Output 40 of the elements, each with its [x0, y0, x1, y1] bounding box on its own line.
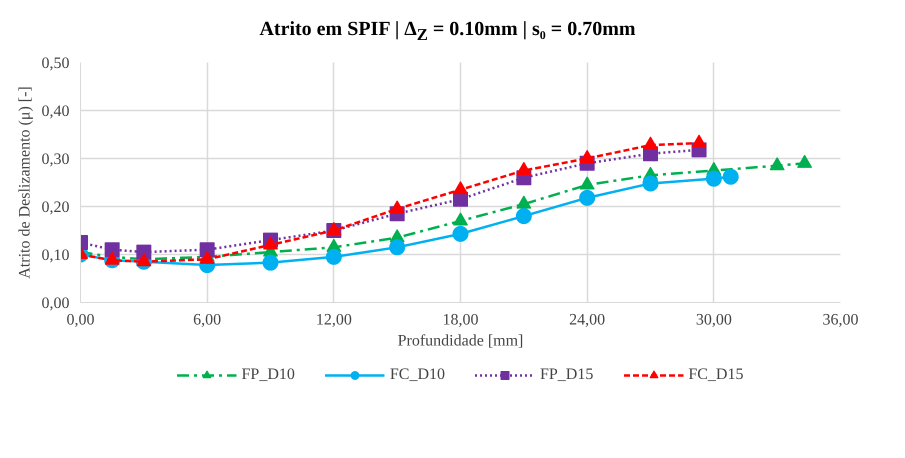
point [643, 136, 658, 150]
legend-label: FP_D10 [242, 366, 295, 384]
point [104, 242, 120, 258]
x-tick-label: 24,00 [569, 312, 606, 328]
y-tick-label: 0,00 [42, 295, 70, 312]
y-tick-label: 0,20 [42, 199, 70, 216]
y-tick-label: 0,30 [42, 151, 70, 168]
point [579, 190, 596, 206]
point [389, 239, 406, 256]
point [770, 157, 785, 170]
y-tick-label: 0,50 [42, 55, 70, 72]
point [516, 208, 532, 224]
x-tick-label: 12,00 [316, 312, 352, 328]
point [452, 226, 468, 242]
point [722, 168, 739, 185]
y-tick-label: 0,40 [42, 103, 70, 120]
point [580, 150, 595, 164]
x-tick-label: 36,00 [822, 312, 858, 328]
legend-label: FP_D15 [540, 366, 594, 384]
x-tick-label: 30,00 [696, 312, 732, 328]
point [706, 170, 722, 187]
chart-title: Atrito em SPIF | Δ$_{Z}$ = 0.10mm | s₀ = 0.70mm [259, 17, 636, 46]
point [390, 200, 405, 214]
y-tick-label: 0,10 [42, 247, 70, 264]
point [692, 134, 707, 148]
y-axis-title: Atrito de Deslizamento (μ) [-] [16, 86, 34, 279]
point [642, 175, 658, 192]
point [516, 196, 532, 209]
x-axis-title: Profundidade [mm] [398, 332, 524, 350]
point [516, 162, 532, 176]
x-tick-label: 0,00 [66, 312, 94, 328]
point [453, 181, 468, 194]
x-tick-label: 18,00 [442, 312, 478, 328]
point [797, 154, 812, 168]
point [326, 248, 342, 265]
x-tick-label: 6,00 [193, 312, 222, 328]
legend-label: FC_D10 [390, 366, 445, 384]
legend-label: FC_D15 [688, 366, 744, 384]
point [580, 176, 595, 190]
point [262, 254, 278, 271]
